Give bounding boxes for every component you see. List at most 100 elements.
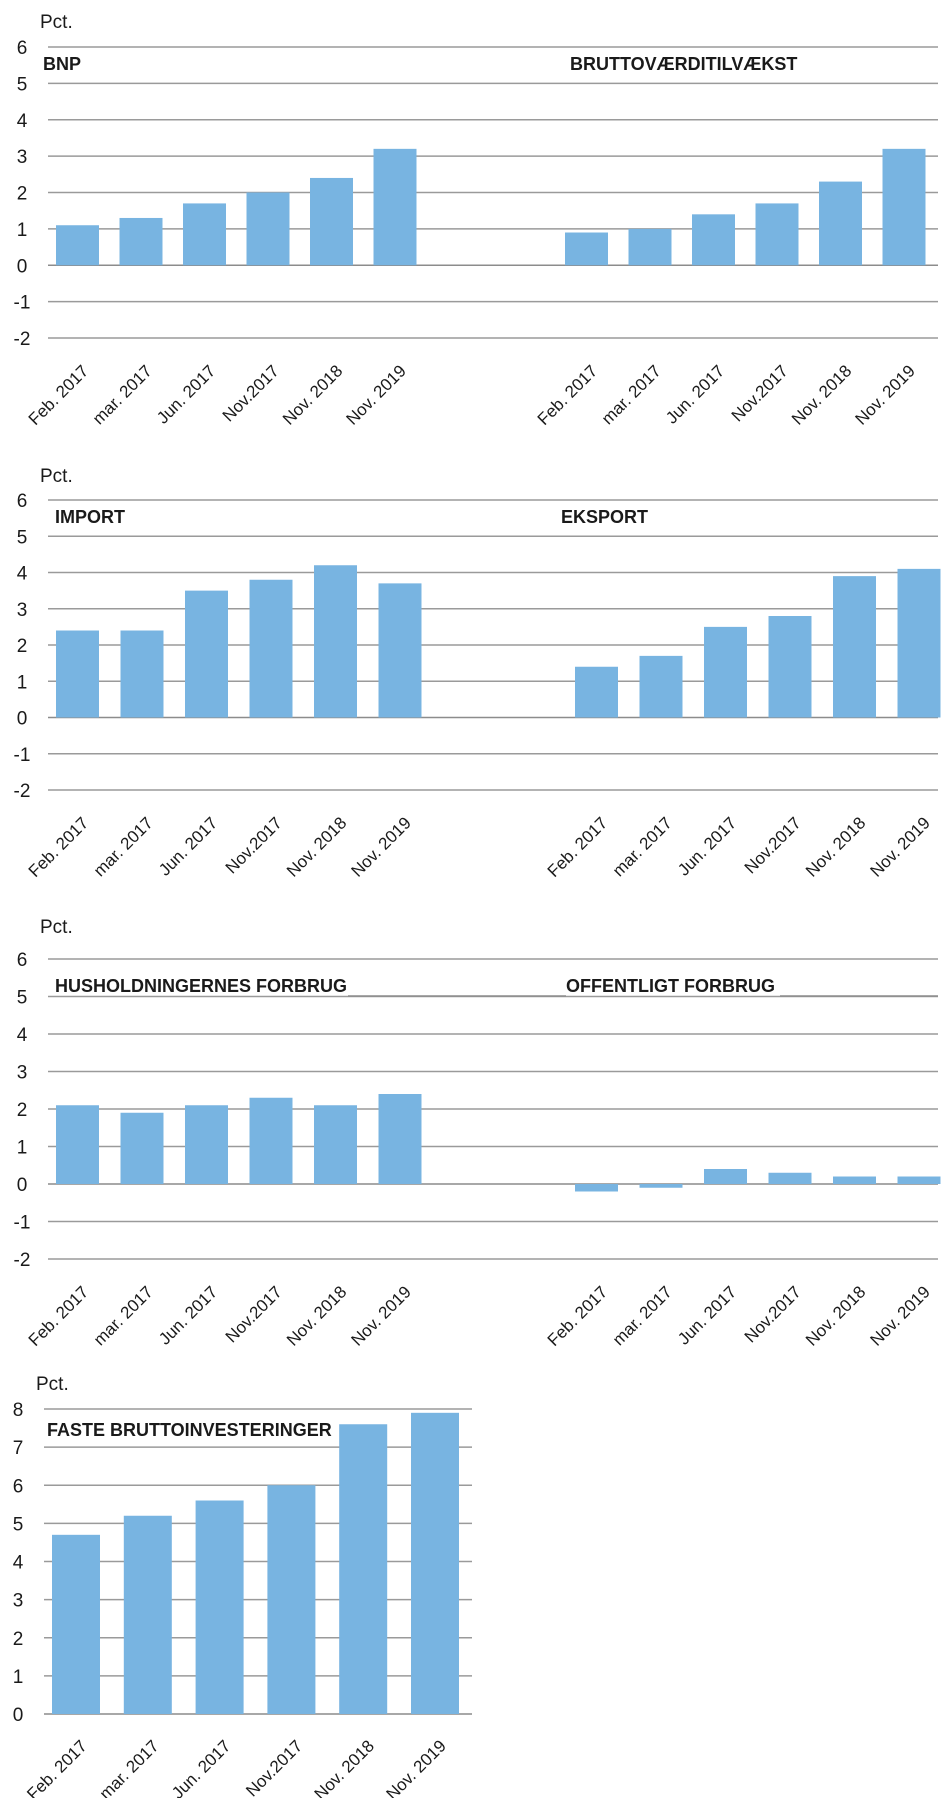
bar-3 — [704, 626, 747, 718]
y-tick-label: -2 — [14, 1250, 31, 1271]
bar-5 — [819, 181, 862, 266]
y-tick-label: 1 — [17, 1138, 28, 1159]
x-tick-label: mar. 2017 — [609, 1282, 676, 1349]
chart-panel-7: FASTE BRUTTOINVESTERINGER Feb. 2017 mar. 2… — [23, 1412, 459, 1798]
x-tick-label: Feb. 2017 — [544, 1282, 612, 1350]
bar-6 — [411, 1412, 459, 1714]
bar-3 — [195, 1500, 244, 1714]
x-tick-label: Nov. 2018 — [279, 361, 346, 428]
y-tick-label: 8 — [13, 1400, 24, 1421]
bar-1 — [56, 225, 99, 266]
y-tick-label: -1 — [14, 745, 31, 766]
bar-4 — [768, 616, 812, 718]
bar-2 — [639, 1184, 683, 1188]
x-tick-label: Nov.2017 — [219, 361, 283, 425]
bar-1 — [52, 1534, 100, 1714]
y-tick-label: 4 — [17, 564, 28, 585]
x-tick-label: Nov.2017 — [242, 1736, 306, 1798]
x-tick-label: mar. 2017 — [609, 813, 676, 880]
panel-title: BNP — [43, 54, 81, 74]
bar-4 — [768, 1172, 812, 1184]
y-tick-label: 6 — [17, 950, 28, 971]
x-tick-label: mar. 2017 — [90, 1282, 157, 1349]
bar-5 — [833, 576, 876, 718]
bar-5 — [314, 1105, 357, 1184]
bar-4 — [755, 203, 799, 266]
bar-6 — [378, 583, 422, 718]
panel-title: IMPORT — [55, 507, 125, 527]
x-tick-label: Nov.2017 — [728, 361, 792, 425]
bar-3 — [185, 590, 228, 718]
x-tick-label: Feb. 2017 — [25, 1282, 93, 1350]
x-tick-label: Nov. 2018 — [283, 1282, 350, 1349]
panel-title: HUSHOLDNINGERNES FORBRUG — [55, 976, 347, 996]
x-tick-label: Jun. 2017 — [155, 813, 221, 879]
bar-6 — [897, 568, 941, 718]
x-tick-label: Feb. 2017 — [544, 813, 612, 881]
bar-2 — [120, 1112, 164, 1184]
x-tick-label: Jun. 2017 — [153, 361, 219, 427]
bar-1 — [575, 666, 618, 718]
bar-3 — [183, 203, 226, 266]
y-axis-unit-label: Pct. — [40, 466, 73, 487]
x-tick-label: Nov. 2019 — [347, 813, 414, 880]
bar-3 — [692, 214, 735, 266]
y-tick-label: -2 — [14, 781, 31, 802]
y-tick-label: 5 — [17, 527, 28, 548]
x-tick-label: Jun. 2017 — [674, 1282, 740, 1348]
y-tick-label: -2 — [14, 329, 31, 350]
y-tick-label: -1 — [14, 1213, 31, 1234]
panel-title: EKSPORT — [561, 507, 648, 527]
y-tick-label: 3 — [17, 1063, 28, 1084]
y-tick-label: 0 — [13, 1705, 24, 1726]
y-tick-label: 2 — [17, 636, 28, 657]
y-axis-unit-label: Pct. — [40, 917, 73, 938]
x-tick-label: Nov. 2018 — [283, 813, 350, 880]
x-tick-label: Nov. 2018 — [788, 361, 855, 428]
bar-1 — [565, 232, 608, 266]
y-tick-label: 4 — [17, 111, 28, 132]
bar-5 — [310, 177, 353, 266]
bar-1 — [56, 1105, 99, 1184]
y-axis-row-3: Pct. 8 7 6 5 4 3 2 1 0 — [13, 1374, 472, 1726]
bar-4 — [246, 192, 290, 266]
x-tick-label: Nov. 2018 — [802, 1282, 869, 1349]
x-tick-label: Nov. 2019 — [851, 361, 918, 428]
x-tick-label: Nov.2017 — [222, 1282, 286, 1346]
x-tick-label: Feb. 2017 — [25, 361, 93, 429]
panel-title: FASTE BRUTTOINVESTERINGER — [47, 1420, 332, 1440]
y-tick-label: 6 — [17, 491, 28, 512]
x-tick-label: mar. 2017 — [96, 1736, 163, 1798]
bar-6 — [897, 1176, 941, 1184]
panel-title: OFFENTLIGT FORBRUG — [566, 976, 775, 996]
y-tick-label: 2 — [17, 184, 28, 205]
bar-4 — [267, 1485, 316, 1714]
y-tick-label: 3 — [13, 1591, 24, 1612]
bar-1 — [56, 630, 99, 718]
bar-5 — [314, 565, 357, 718]
bar-1 — [575, 1184, 618, 1192]
y-tick-label: 1 — [17, 672, 28, 693]
x-tick-label: Jun. 2017 — [674, 813, 740, 879]
y-axis-row-2: Pct. 6 5 4 3 2 1 0 -1 -2 — [14, 917, 938, 1271]
x-tick-label: Nov. 2019 — [382, 1736, 449, 1798]
y-tick-label: 5 — [13, 1514, 24, 1535]
y-tick-label: 7 — [13, 1438, 24, 1459]
x-tick-label: Nov.2017 — [222, 813, 286, 877]
y-tick-label: 5 — [17, 74, 28, 95]
x-tick-label: Feb. 2017 — [534, 361, 602, 429]
y-tick-label: 1 — [13, 1667, 24, 1688]
y-tick-label: 4 — [13, 1553, 24, 1574]
y-axis-row-0: Pct. 6 5 4 3 2 1 0 -1 -2 — [14, 12, 938, 350]
y-tick-label: -1 — [14, 293, 31, 314]
x-tick-label: Jun. 2017 — [168, 1736, 234, 1798]
panel-title: BRUTTOVÆRDITILVÆKST — [570, 54, 797, 74]
bar-2 — [639, 655, 683, 718]
bar-2 — [119, 217, 163, 266]
